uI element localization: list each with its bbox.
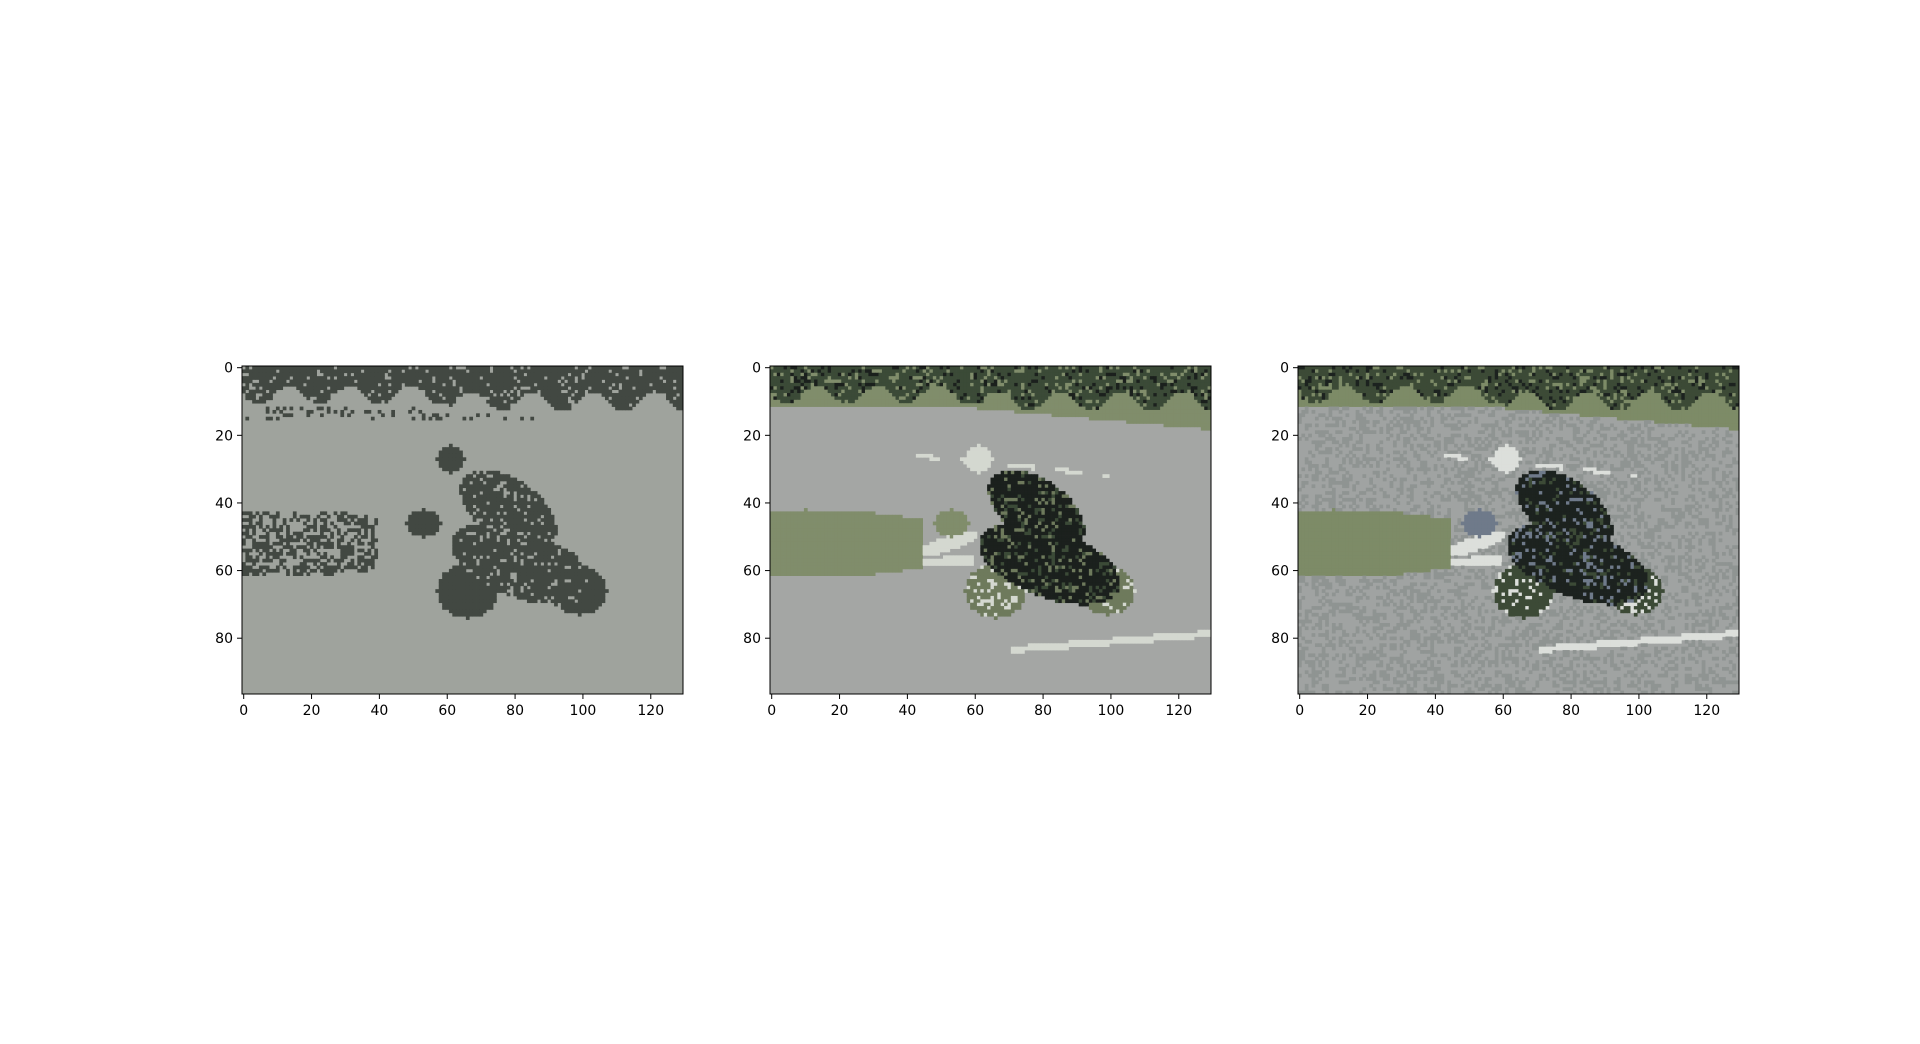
axes-frame bbox=[1297, 365, 1740, 695]
panel-3: 0 20 40 60 80 100 120 0 20 40 60 80 bbox=[1271, 361, 1740, 719]
x-tick-label: 80 bbox=[1034, 703, 1052, 719]
y-tick-label: 60 bbox=[743, 564, 761, 580]
x-tick-label: 100 bbox=[570, 703, 597, 719]
x-tick-label: 120 bbox=[1693, 703, 1720, 719]
axes-frame bbox=[241, 365, 684, 695]
x-tick-label: 80 bbox=[506, 703, 524, 719]
x-tick-label: 120 bbox=[1165, 703, 1192, 719]
y-tick-label: 0 bbox=[224, 361, 233, 377]
x-tick-label: 0 bbox=[239, 703, 248, 719]
panel-image bbox=[1298, 366, 1740, 695]
x-tick-label: 0 bbox=[1295, 703, 1304, 719]
x-tick-label: 60 bbox=[1494, 703, 1512, 719]
y-tick-label: 80 bbox=[215, 631, 233, 647]
x-tick-label: 120 bbox=[637, 703, 664, 719]
y-tick-label: 40 bbox=[215, 496, 233, 512]
axes-frame bbox=[769, 365, 1212, 695]
x-tick-label: 20 bbox=[831, 703, 849, 719]
x-tick-label: 80 bbox=[1562, 703, 1580, 719]
y-tick-label: 20 bbox=[743, 428, 761, 444]
x-tick-label: 100 bbox=[1098, 703, 1125, 719]
y-tick-label: 20 bbox=[1271, 428, 1289, 444]
y-tick-label: 80 bbox=[743, 631, 761, 647]
y-tick-label: 0 bbox=[1280, 361, 1289, 377]
y-tick-label: 20 bbox=[215, 428, 233, 444]
x-tick-label: 60 bbox=[438, 703, 456, 719]
y-tick-label: 0 bbox=[752, 361, 761, 377]
x-tick-label: 20 bbox=[303, 703, 321, 719]
x-tick-label: 40 bbox=[370, 703, 388, 719]
y-tick-label: 40 bbox=[1271, 496, 1289, 512]
x-tick-label: 100 bbox=[1626, 703, 1653, 719]
x-tick-label: 40 bbox=[898, 703, 916, 719]
y-tick-label: 40 bbox=[743, 496, 761, 512]
x-tick-label: 40 bbox=[1426, 703, 1444, 719]
y-tick-label: 80 bbox=[1271, 631, 1289, 647]
y-tick-label: 60 bbox=[1271, 564, 1289, 580]
x-tick-label: 0 bbox=[767, 703, 776, 719]
panel-image bbox=[770, 366, 1212, 694]
panel-image bbox=[242, 366, 684, 694]
y-tick-label: 60 bbox=[215, 564, 233, 580]
panel-1: 0 20 40 60 80 100 120 0 20 40 60 80 bbox=[215, 361, 684, 719]
panel-2: 0 20 40 60 80 100 120 0 20 40 60 80 bbox=[743, 361, 1212, 719]
x-tick-label: 20 bbox=[1359, 703, 1377, 719]
x-tick-label: 60 bbox=[966, 703, 984, 719]
